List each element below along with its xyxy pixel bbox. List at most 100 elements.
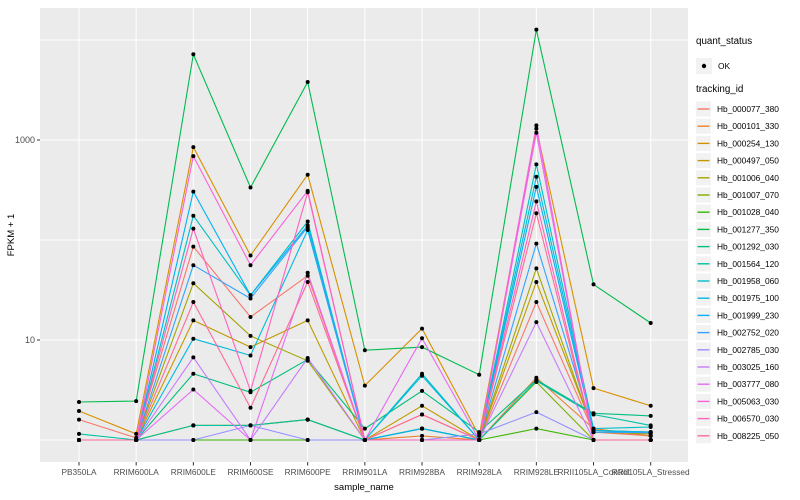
data-point <box>248 345 253 350</box>
legend-series-label: Hb_000254_130 <box>717 138 779 148</box>
legend-series-label: Hb_003025_160 <box>717 362 779 372</box>
legend-series-label: Hb_001028_040 <box>717 207 779 217</box>
data-point <box>591 438 596 442</box>
data-point <box>191 154 196 159</box>
x-axis-title: sample_name <box>334 482 394 493</box>
data-point <box>77 400 81 404</box>
x-tick-label: RRIM600LA <box>114 467 160 477</box>
data-point <box>77 438 81 442</box>
legend-series-label: Hb_002785_030 <box>717 345 779 355</box>
data-point <box>305 356 310 360</box>
data-point <box>362 426 367 431</box>
data-point <box>362 383 367 388</box>
data-point <box>534 300 539 304</box>
data-point <box>534 410 539 415</box>
data-point <box>534 280 539 284</box>
legend-series-label: Hb_001007_070 <box>717 190 779 200</box>
data-point <box>648 403 653 408</box>
data-point <box>420 403 425 408</box>
data-point <box>248 185 253 190</box>
legend-series-label: Hb_008225_050 <box>717 431 779 441</box>
data-point <box>248 263 253 268</box>
data-point <box>305 438 310 442</box>
data-point <box>191 423 196 428</box>
data-point <box>648 413 653 418</box>
data-point <box>534 378 539 383</box>
data-point <box>191 226 196 231</box>
data-point <box>534 184 539 189</box>
data-point <box>77 431 81 436</box>
legend-series-label: Hb_001292_030 <box>717 242 779 252</box>
data-point <box>305 280 310 284</box>
x-tick-label: RRIM600PE <box>285 467 332 477</box>
data-points <box>77 27 653 442</box>
data-point <box>248 423 253 428</box>
data-point <box>420 373 425 378</box>
x-tick-label: PB350LA <box>61 467 97 477</box>
data-point <box>191 213 196 218</box>
x-tick-label: RRIM600LE <box>171 467 217 477</box>
x-tick-label: RRIM600SE <box>227 467 274 477</box>
data-point <box>305 80 310 84</box>
data-point <box>534 130 539 135</box>
data-point <box>477 372 482 377</box>
data-point <box>420 336 425 341</box>
legend-quant-status-label: OK <box>718 61 731 71</box>
legend-series-label: Hb_006570_030 <box>717 414 779 424</box>
data-point <box>534 426 539 431</box>
data-point <box>248 333 253 338</box>
data-point <box>191 387 196 392</box>
data-point <box>134 399 139 404</box>
data-point <box>591 430 596 435</box>
data-point <box>248 296 253 301</box>
data-point <box>191 52 196 57</box>
x-tick-label: RRIM901LA <box>342 467 388 477</box>
data-point <box>248 353 253 358</box>
data-point <box>191 336 196 341</box>
data-point <box>77 417 81 422</box>
data-point <box>420 438 425 442</box>
data-point <box>534 162 539 167</box>
x-tick-label: RRIM928BA <box>399 467 446 477</box>
data-point <box>248 388 253 393</box>
data-point <box>305 417 310 422</box>
legend-series-label: Hb_001564_120 <box>717 259 779 269</box>
x-tick-label: RRII105LA_Control <box>558 467 630 477</box>
data-point <box>191 244 196 249</box>
data-point <box>648 425 653 429</box>
legend-series-label: Hb_001958_060 <box>717 276 779 286</box>
data-point <box>191 300 196 304</box>
data-point <box>191 355 196 360</box>
data-point <box>134 438 139 442</box>
legend-series-label: Hb_000497_050 <box>717 156 779 166</box>
data-point <box>191 281 196 286</box>
legend-ok-point-icon <box>701 63 707 69</box>
data-point <box>534 174 539 179</box>
data-point <box>305 225 310 229</box>
data-point <box>648 438 653 442</box>
data-point <box>420 412 425 417</box>
data-point <box>77 409 81 413</box>
data-point <box>648 430 653 435</box>
data-point <box>420 388 425 393</box>
data-point <box>191 438 196 442</box>
legend-series-label: Hb_002752_020 <box>717 328 779 338</box>
data-point <box>305 172 310 177</box>
data-point <box>134 431 139 436</box>
data-point <box>191 371 196 376</box>
data-point <box>477 438 482 442</box>
data-point <box>248 438 253 442</box>
legend-series-label: Hb_001999_230 <box>717 310 779 320</box>
data-point <box>420 426 425 431</box>
data-point <box>534 199 539 204</box>
data-point <box>362 438 367 442</box>
data-point <box>420 326 425 331</box>
legend-series-label: Hb_001975_100 <box>717 293 779 303</box>
data-point <box>248 315 253 319</box>
x-tick-label: RRIM928LA <box>457 467 503 477</box>
data-point <box>362 348 367 353</box>
data-point <box>534 266 539 271</box>
data-point <box>477 431 482 436</box>
legend-tracking-id-title: tracking_id <box>696 84 743 95</box>
data-point <box>305 273 310 278</box>
